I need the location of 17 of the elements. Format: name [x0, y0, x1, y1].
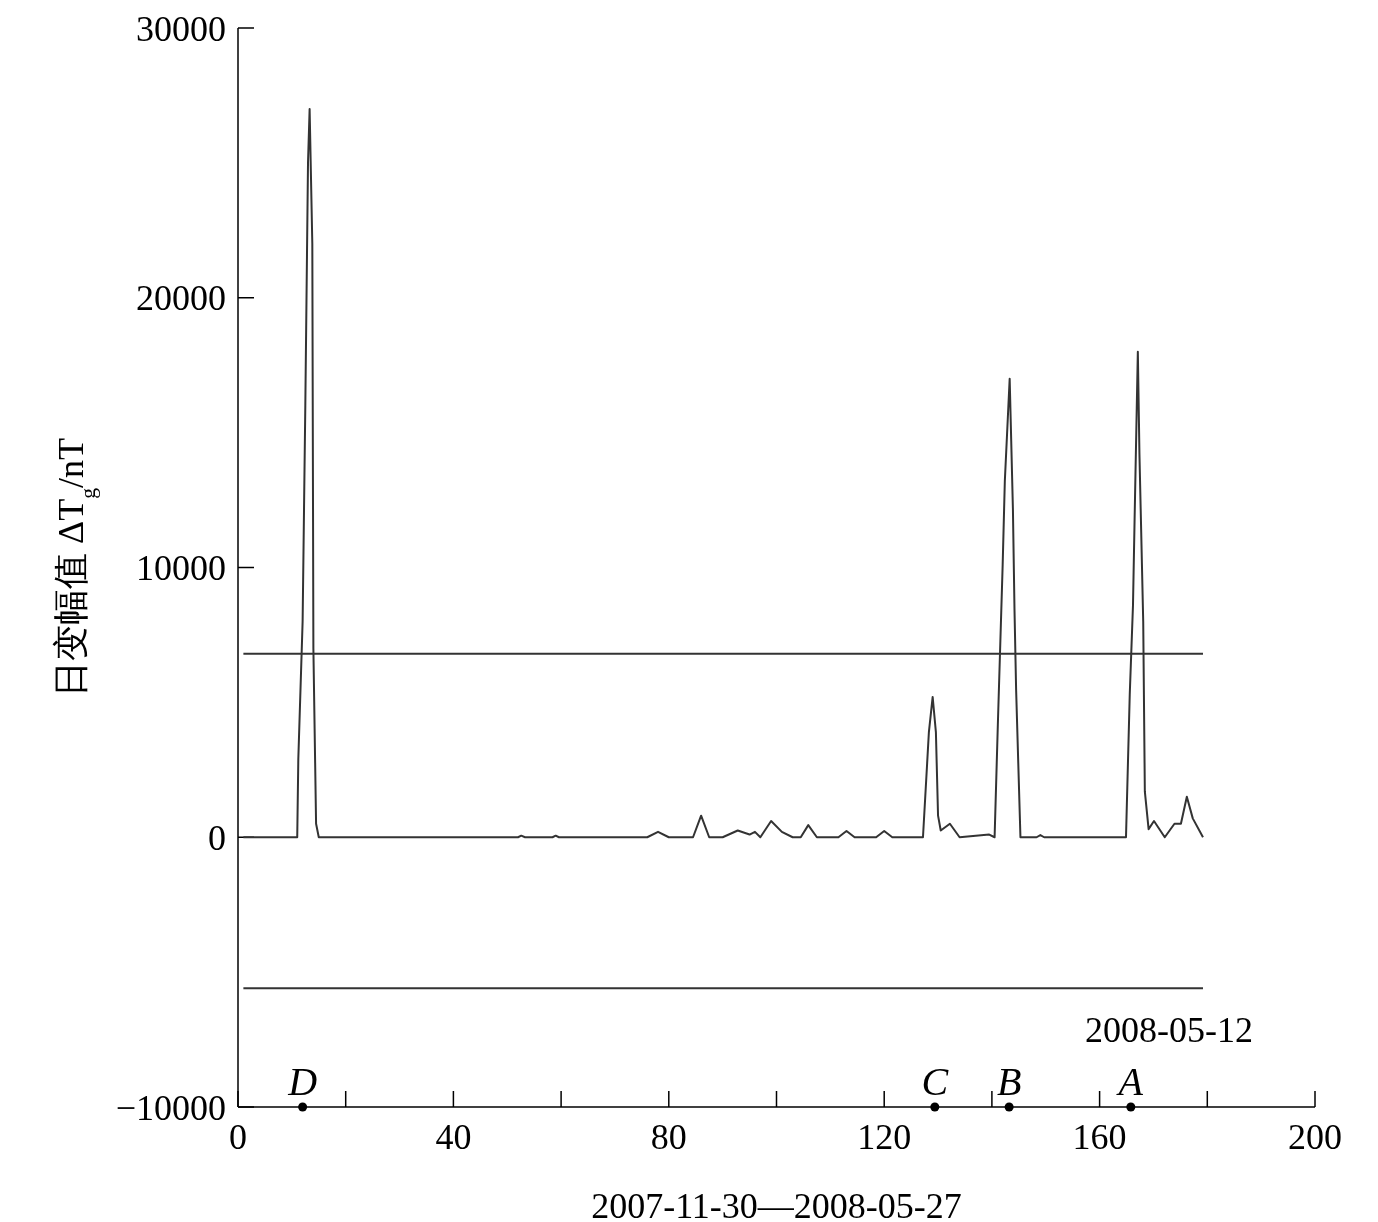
- x-tick-label: 120: [857, 1117, 912, 1157]
- x-axis-title: 2007-11-30—2008-05-27: [591, 1186, 962, 1222]
- annotation: B: [996, 1059, 1022, 1104]
- y-tick-label: 10000: [136, 548, 226, 589]
- line-series: [242, 107, 1204, 839]
- y-tick-label: −10000: [115, 1087, 226, 1128]
- annotation: 2008-05-12: [1085, 1010, 1253, 1050]
- x-tick-label: 200: [1288, 1117, 1342, 1157]
- annotation: A: [1115, 1059, 1144, 1104]
- x-tick-label: 80: [650, 1117, 687, 1157]
- y-tick-label: 0: [208, 817, 226, 858]
- annotation: C: [921, 1059, 950, 1104]
- x-tick-label: 160: [1072, 1117, 1127, 1157]
- y-tick-label: 30000: [136, 8, 226, 49]
- y-tick-label: 20000: [136, 278, 226, 319]
- x-tick-label: 40: [435, 1117, 472, 1157]
- annotation: D: [287, 1059, 318, 1104]
